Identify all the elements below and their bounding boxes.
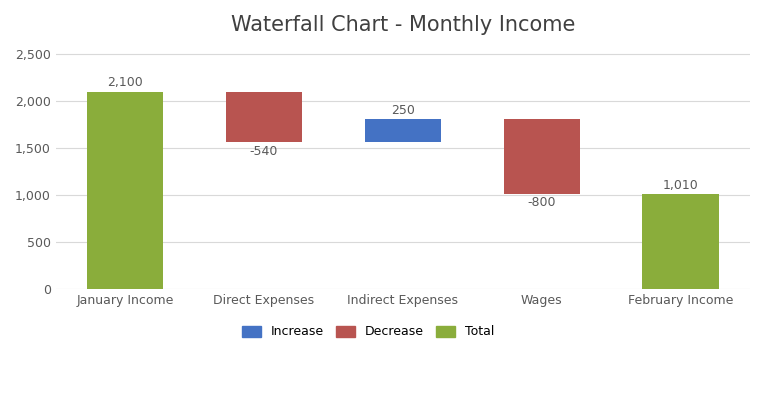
Title: Waterfall Chart - Monthly Income: Waterfall Chart - Monthly Income (231, 15, 575, 35)
Legend: Increase, Decrease, Total: Increase, Decrease, Total (237, 320, 500, 343)
Bar (503, 119, 580, 194)
Bar (643, 194, 719, 289)
Bar (365, 119, 441, 142)
Text: -800: -800 (528, 196, 556, 209)
Text: 1,010: 1,010 (662, 179, 698, 192)
Text: -540: -540 (250, 145, 278, 158)
Bar (226, 92, 302, 142)
Text: 2,100: 2,100 (107, 76, 143, 90)
Text: 250: 250 (391, 103, 415, 117)
Bar (87, 92, 164, 289)
